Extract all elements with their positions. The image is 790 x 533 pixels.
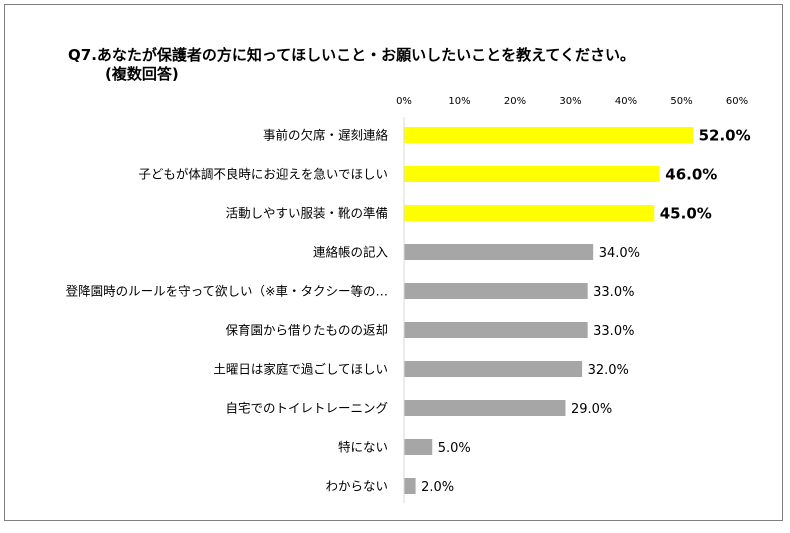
bar: [404, 127, 694, 143]
data-label: 45.0%: [660, 205, 712, 223]
bar: [404, 439, 433, 455]
category-label: 事前の欠席・遅刻連絡: [263, 128, 389, 143]
data-label: 46.0%: [665, 166, 717, 184]
chart-title-line1: Q7.あなたが保護者の方に知ってほしいこと・お願いしたいことを教えてください。: [68, 46, 635, 64]
bar: [404, 322, 588, 338]
data-label: 2.0%: [421, 480, 454, 495]
bar: [404, 400, 566, 416]
x-tick-label: 20%: [504, 96, 526, 107]
category-label: 連絡帳の記入: [313, 245, 389, 260]
data-label: 29.0%: [571, 402, 612, 417]
category-label: 子どもが体調不良時にお迎えを急いでほしい: [138, 167, 388, 182]
chart-frame: [4, 4, 783, 521]
bar: [404, 283, 588, 299]
bar: [404, 166, 660, 182]
bar: [404, 205, 655, 221]
data-label: 32.0%: [588, 363, 629, 378]
x-tick-label: 50%: [670, 96, 692, 107]
x-tick-label: 10%: [448, 96, 470, 107]
category-label: 保育園から借りたものの返却: [225, 323, 388, 338]
data-label: 33.0%: [593, 324, 634, 339]
bar: [404, 244, 594, 260]
data-label: 5.0%: [438, 441, 471, 456]
category-label: わからない: [325, 479, 388, 494]
category-label: 土曜日は家庭で過ごしてほしい: [213, 362, 388, 377]
category-label: 活動しやすい服装・靴の準備: [226, 206, 388, 221]
category-label: 自宅でのトイレトレーニング: [225, 401, 388, 416]
x-tick-label: 40%: [615, 96, 637, 107]
category-label: 特にない: [338, 440, 388, 455]
x-tick-label: 60%: [726, 96, 748, 107]
category-label: 登降園時のルールを守って欲しい（※車・タクシー等の…: [66, 284, 388, 299]
data-label: 52.0%: [699, 127, 751, 145]
chart-title: Q7.あなたが保護者の方に知ってほしいこと・お願いしたいことを教えてください。 …: [68, 46, 768, 84]
x-tick-label: 0%: [396, 96, 412, 107]
chart-title-line2: (複数回答): [105, 65, 179, 83]
bar: [404, 361, 583, 377]
data-label: 33.0%: [593, 285, 634, 300]
data-label: 34.0%: [599, 246, 640, 261]
x-tick-label: 30%: [559, 96, 581, 107]
bar: [404, 478, 416, 494]
